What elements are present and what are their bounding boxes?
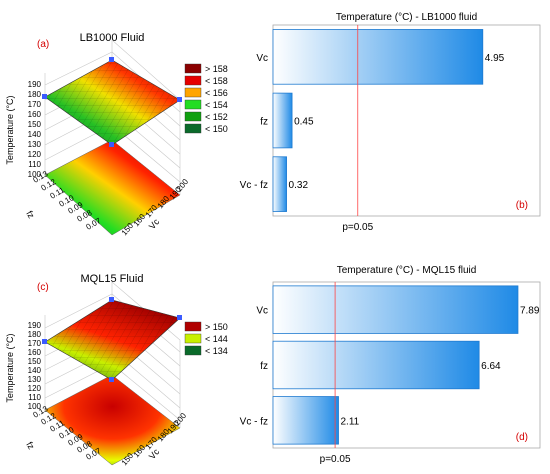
surface-plot-a: (a) LB1000 Fluid 190 180 170 [5,32,228,237]
z-tick: 190 [28,321,42,330]
chart-title: Temperature (°C) - LB1000 fluid [336,12,477,23]
legend-swatch [184,111,202,122]
surface-title-c: MQL15 Fluid [81,273,144,285]
legend-label: < 158 [205,76,228,86]
chart-title: Temperature (°C) - MQL15 fluid [337,265,477,276]
corner-points-a [42,57,182,147]
legend-swatch [184,75,202,86]
bar [272,29,484,85]
z-axis-label-c: Temperature (°C) [5,333,15,402]
z-tick: 140 [28,130,42,139]
z-axis-ticks-a: 190 180 170 160 150 140 130 120 110 100 [28,80,42,179]
legend-swatch [184,333,202,344]
pareto-chart-b: Temperature (°C) - LB1000 fluid 4.95 Vc 0.4… [240,12,541,233]
legend-swatch [184,345,202,356]
legend-swatch [184,63,202,74]
legend-label: > 158 [205,64,228,74]
z-tick: 190 [28,80,42,89]
legend-label: < 144 [205,334,228,344]
z-tick: 140 [28,366,42,375]
value-label: 0.32 [289,180,309,191]
z-tick: 120 [28,150,42,159]
category-label: Vc - fz [240,180,268,191]
x-axis-label-a: fz [24,209,36,220]
bar [272,92,293,149]
category-label: Vc [256,306,268,317]
category-label: fz [260,117,268,128]
legend-label: < 134 [205,346,228,356]
category-label: Vc [256,53,268,64]
legend-swatch [184,99,202,110]
legend-label: > 150 [205,322,228,332]
z-tick: 100 [28,170,42,179]
floor-contour-a [44,139,181,236]
z-tick: 170 [28,339,42,348]
bar [272,156,287,212]
value-label: 0.45 [294,117,314,128]
corner-points-c [42,297,182,382]
z-tick: 180 [28,330,42,339]
surface-plot-c: (c) MQL15 Fluid 190 180 170 160 150 [5,273,228,467]
z-tick: 160 [28,110,42,119]
panel-label-a: (a) [37,39,49,50]
panel-label-c: (c) [37,282,49,293]
z-tick: 160 [28,348,42,357]
bar [272,396,339,445]
value-label: 7.89 [520,306,540,317]
legend-swatch [184,123,202,134]
panel-label: (b) [516,200,528,211]
category-label: fz [260,361,268,372]
significance-label: p=0.05 [320,454,351,465]
z-tick: 170 [28,100,42,109]
z-tick: 100 [28,402,42,411]
z-axis-ticks-c: 190 180 170 160 150 140 130 120 110 100 [28,321,42,411]
z-tick: 130 [28,140,42,149]
legend-label: < 150 [205,124,228,134]
legend-swatch [184,321,202,332]
surface-mesh-a [45,60,180,145]
legend-swatch [184,87,202,98]
value-label: 2.11 [341,416,360,427]
legend-c: > 150 < 144 < 134 [184,321,228,356]
pareto-chart-d: Temperature (°C) - MQL15 fluid 7.89 Vc 6.64… [240,265,541,465]
z-tick: 120 [28,384,42,393]
x-axis-label-c: fz [24,440,36,451]
surface-mesh-c [45,300,180,380]
value-label: 4.95 [485,53,505,64]
value-label: 6.64 [481,361,501,372]
z-axis-label-a: Temperature (°C) [5,95,15,164]
legend-label: < 156 [205,88,228,98]
z-tick: 110 [28,160,41,169]
surface-title-a: LB1000 Fluid [80,32,145,44]
z-tick: 110 [28,393,41,402]
legend-label: < 154 [205,100,228,110]
panel-label: (d) [516,432,528,443]
floor-contour-c [44,374,181,466]
legend-a: > 158 < 158 < 156 < 154 < 152 < 150 [184,63,228,134]
z-tick: 130 [28,375,42,384]
category-label: Vc - fz [240,416,268,427]
significance-label: p=0.05 [342,222,373,233]
z-tick: 150 [28,357,42,366]
bar [272,340,480,390]
z-tick: 180 [28,90,42,99]
z-tick: 150 [28,120,42,129]
legend-label: < 152 [205,112,228,122]
bar [272,285,519,334]
